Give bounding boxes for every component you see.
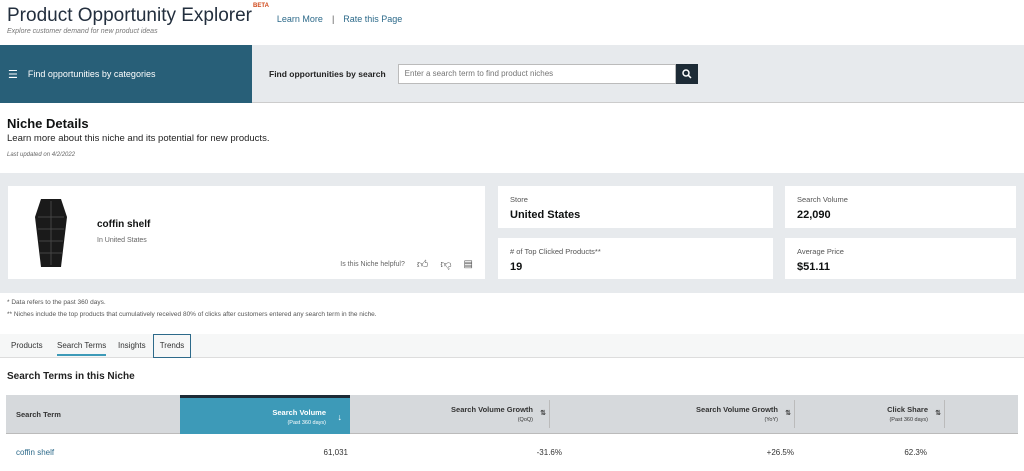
sort-icon: ⇅ bbox=[540, 410, 546, 417]
note-data-period: * Data refers to the past 360 days. bbox=[7, 299, 106, 306]
stat-value: $51.11 bbox=[797, 261, 831, 273]
stat-card-top-clicked: # of Top Clicked Products** 19 bbox=[498, 238, 773, 279]
search-term-link[interactable]: coffin shelf bbox=[16, 448, 55, 457]
sort-icon: ⇅ bbox=[785, 410, 791, 417]
search-input[interactable] bbox=[397, 63, 676, 84]
tab-bar: Products Search Terms Insights Trends bbox=[0, 334, 1024, 358]
search-bar: Find opportunities by search bbox=[252, 45, 1024, 103]
tab-insights[interactable]: Insights bbox=[118, 341, 146, 350]
niche-description: Learn more about this niche and its pote… bbox=[7, 133, 270, 144]
search-volume-cell: 61,031 bbox=[323, 448, 348, 457]
search-label: Find opportunities by search bbox=[269, 68, 386, 79]
column-search-volume[interactable]: Search Volume (Past 360 days) ↓ bbox=[180, 395, 350, 434]
page-header: Product Opportunity Explorer BETA Learn … bbox=[7, 3, 403, 28]
categories-menu-button[interactable]: ☰ Find opportunities by categories bbox=[0, 45, 252, 103]
stat-label: Search Volume bbox=[797, 195, 848, 204]
stat-label: Average Price bbox=[797, 247, 844, 256]
column-search-term[interactable]: Search Term bbox=[16, 410, 61, 419]
stat-value: United States bbox=[510, 209, 581, 221]
coffin-shelf-image bbox=[35, 199, 67, 267]
niche-name: coffin shelf bbox=[97, 219, 151, 230]
beta-badge: BETA bbox=[253, 3, 269, 9]
separator: | bbox=[331, 14, 335, 24]
tab-search-terms[interactable]: Search Terms bbox=[57, 334, 107, 356]
page-subtitle: Explore customer demand for new product … bbox=[7, 28, 158, 35]
last-updated: Last updated on 4/2/2022 bbox=[7, 152, 76, 158]
sort-icon: ⇅ bbox=[935, 410, 941, 417]
growth-qoq-cell: -31.6% bbox=[536, 448, 562, 457]
stat-card-store: Store United States bbox=[498, 186, 773, 228]
helpful-feedback: Is this Niche helpful? 👍︎ 👎︎ ▤ bbox=[340, 258, 473, 271]
table-heading: Search Terms in this Niche bbox=[7, 371, 135, 382]
tab-products[interactable]: Products bbox=[11, 341, 43, 350]
niche-heading: Niche Details bbox=[7, 116, 89, 131]
growth-yoy-cell: +26.5% bbox=[766, 448, 794, 457]
stat-card-average-price: Average Price $51.11 bbox=[785, 238, 1016, 279]
helpful-prompt: Is this Niche helpful? bbox=[340, 261, 405, 268]
categories-label: Find opportunities by categories bbox=[27, 69, 156, 79]
column-click-share[interactable]: Click Share (Past 360 days) ⇅ bbox=[795, 400, 945, 428]
stat-label: # of Top Clicked Products** bbox=[510, 247, 601, 256]
sort-desc-icon: ↓ bbox=[337, 412, 343, 422]
page-title: Product Opportunity Explorer bbox=[7, 5, 253, 26]
column-growth-qoq[interactable]: Search Volume Growth (QoQ) ⇅ bbox=[350, 400, 550, 428]
hamburger-icon: ☰ bbox=[8, 68, 18, 81]
stat-label: Store bbox=[510, 195, 528, 204]
click-share-cell: 62.3% bbox=[904, 448, 927, 457]
stat-value: 22,090 bbox=[797, 209, 831, 221]
thumbs-down-icon[interactable]: 👎︎ bbox=[440, 259, 452, 271]
tab-trends[interactable]: Trends bbox=[153, 334, 191, 358]
table-header: Search Term Search Volume (Past 360 days)… bbox=[6, 395, 1018, 434]
learn-more-link[interactable]: Learn More bbox=[276, 14, 323, 24]
niche-card: coffin shelf In United States Is this Ni… bbox=[8, 186, 485, 279]
stat-value: 19 bbox=[510, 261, 523, 273]
thumbs-up-icon[interactable]: 👍︎ bbox=[416, 259, 429, 271]
search-icon bbox=[681, 68, 692, 79]
column-growth-yoy[interactable]: Search Volume Growth (YoY) ⇅ bbox=[550, 400, 795, 428]
comment-icon[interactable]: ▤ bbox=[463, 259, 473, 270]
niche-location: In United States bbox=[97, 237, 147, 244]
note-niches: ** Niches include the top products that … bbox=[7, 311, 377, 318]
rate-page-link[interactable]: Rate this Page bbox=[343, 14, 403, 24]
stat-card-search-volume: Search Volume 22,090 bbox=[785, 186, 1016, 228]
search-button[interactable] bbox=[675, 63, 698, 84]
